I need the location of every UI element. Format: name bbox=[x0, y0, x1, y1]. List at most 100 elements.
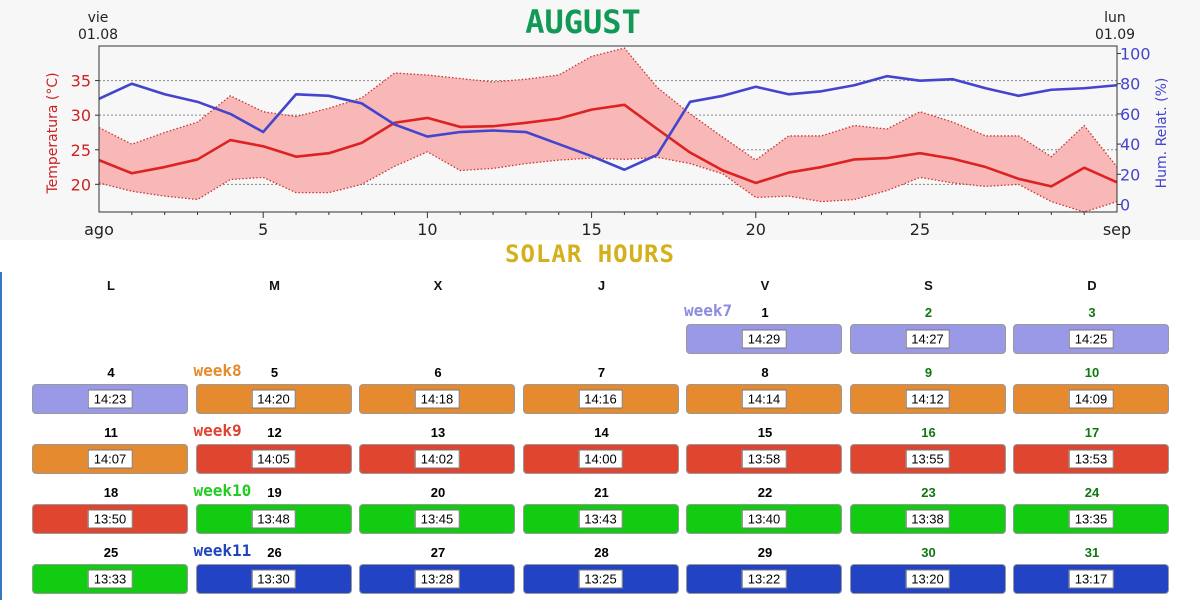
solar-hours-cell: 14:16 bbox=[522, 384, 679, 414]
solar-hours-cell: 13:33 bbox=[32, 564, 188, 594]
solar-hours-cell: 13:40 bbox=[686, 504, 842, 534]
solar-hours-value: 14:14 bbox=[741, 389, 787, 409]
day-number: 20 bbox=[430, 485, 446, 500]
temperature-max-line bbox=[98, 47, 1118, 168]
day-number: 4 bbox=[107, 365, 115, 380]
solar-hours-value: 13:25 bbox=[578, 569, 623, 589]
solar-hours-cell: 13:22 bbox=[686, 564, 842, 594]
solar-hours-value: 14:20 bbox=[251, 389, 296, 409]
solar-hours-cell: 14:14 bbox=[686, 384, 842, 414]
solar-hours-value: 14:07 bbox=[87, 449, 133, 469]
day-number: 13 bbox=[430, 425, 446, 440]
solar-hours-cell: 13:28 bbox=[359, 564, 515, 594]
weather-chart: 20 25 30 35 0 20 40 60 80 100 ago 5 10 15 20 25 sep AUGU… bbox=[45, 3, 1170, 239]
weather-chart-panel: 20 25 30 35 0 20 40 60 80 100 ago 5 10 15 20 25 sep AUGU… bbox=[0, 0, 1200, 240]
temperature-band-area bbox=[99, 48, 1117, 213]
solar-hours-cell: 14:25 bbox=[1013, 324, 1169, 354]
solar-hours-value: 13:17 bbox=[1068, 569, 1114, 589]
solar-hours-cell: 14:20 bbox=[195, 384, 352, 414]
day-number: 25 bbox=[103, 545, 119, 560]
y-axis-left-label: Temperatura (°C) bbox=[45, 72, 61, 194]
x-tick-label: 5 bbox=[258, 220, 268, 239]
day-number: 26 bbox=[267, 545, 282, 560]
day-number: 15 bbox=[757, 425, 773, 440]
day-number: 9 bbox=[924, 365, 933, 380]
x-tick-label: sep bbox=[1103, 220, 1131, 239]
day-header: X bbox=[433, 278, 443, 293]
solar-hours-title: SOLAR HOURS bbox=[505, 240, 675, 268]
right-corner-day: lun bbox=[1104, 10, 1126, 26]
solar-hours-value: 13:40 bbox=[741, 509, 787, 529]
solar-hours-cell: 14:02 bbox=[359, 444, 515, 474]
solar-hours-value: 13:43 bbox=[578, 509, 623, 529]
day-number: 8 bbox=[761, 365, 769, 380]
solar-hours-value: 13:28 bbox=[414, 569, 460, 589]
axis-ticks: 20 25 30 35 0 20 40 60 80 100 ago 5 10 15 20 25 sep bbox=[71, 45, 1151, 239]
day-number: 16 bbox=[921, 425, 936, 440]
day-header: L bbox=[107, 278, 115, 293]
y-left-tick-label: 25 bbox=[71, 141, 91, 160]
solar-hours-value: 14:02 bbox=[414, 449, 460, 469]
humidity-line bbox=[98, 74, 1118, 172]
day-number: 2 bbox=[924, 305, 933, 320]
solar-hours-value: 14:05 bbox=[251, 449, 296, 469]
week-label: week7 bbox=[684, 301, 733, 320]
day-number: 7 bbox=[597, 365, 606, 380]
solar-hours-cell: 13:35 bbox=[1013, 504, 1169, 534]
solar-hours-cell: 13:58 bbox=[686, 444, 842, 474]
solar-hours-value: 13:58 bbox=[741, 449, 787, 469]
day-number: 23 bbox=[921, 485, 936, 500]
day-number: 14 bbox=[594, 425, 609, 440]
day-number: 11 bbox=[104, 425, 118, 440]
solar-hours-cell: 13:20 bbox=[849, 564, 1006, 594]
x-tick-label: 20 bbox=[746, 220, 766, 239]
solar-hours-value: 13:48 bbox=[251, 509, 296, 529]
x-tick-label: 25 bbox=[910, 220, 930, 239]
day-header: V bbox=[760, 278, 770, 293]
solar-hours-cell: 14:05 bbox=[195, 444, 352, 474]
solar-hours-cell: 13:38 bbox=[849, 504, 1006, 534]
y-right-tick-label: 80 bbox=[1120, 75, 1140, 94]
solar-hours-value: 14:23 bbox=[87, 389, 133, 409]
solar-hours-cell: 13:53 bbox=[1013, 444, 1169, 474]
y-axis-right-label: Hum. Relat. (%) bbox=[1154, 78, 1170, 189]
right-corner-date: 01.09 bbox=[1095, 27, 1135, 43]
plot-frame bbox=[98, 45, 1118, 213]
solar-hours-value: 13:22 bbox=[741, 569, 787, 589]
solar-hours-cell: 13:55 bbox=[849, 444, 1006, 474]
day-header: D bbox=[1087, 278, 1097, 293]
chart-title: AUGUST bbox=[525, 3, 641, 41]
y-left-tick-label: 35 bbox=[71, 72, 91, 91]
y-right-tick-label: 100 bbox=[1120, 45, 1151, 64]
solar-hours-value: 13:55 bbox=[905, 449, 950, 469]
day-header: M bbox=[269, 278, 280, 293]
solar-hours-cell: 14:18 bbox=[359, 384, 515, 414]
week-label: week10 bbox=[193, 481, 252, 500]
solar-hours-cell: 14:12 bbox=[849, 384, 1006, 414]
solar-hours-cell: 13:17 bbox=[1013, 564, 1169, 594]
day-number: 5 bbox=[270, 365, 279, 380]
day-header: S bbox=[924, 278, 933, 293]
solar-hours-cell: 14:29 bbox=[686, 324, 842, 354]
solar-hours-value: 13:35 bbox=[1068, 509, 1114, 529]
day-number: 12 bbox=[267, 425, 282, 440]
day-number: 1 bbox=[761, 305, 769, 320]
day-header: J bbox=[597, 278, 606, 293]
y-left-tick-label: 20 bbox=[71, 175, 91, 194]
solar-hours-value: 14:25 bbox=[1068, 329, 1114, 349]
left-divider bbox=[0, 272, 2, 600]
week-label: week9 bbox=[193, 421, 242, 440]
solar-hours-value: 13:50 bbox=[87, 509, 133, 529]
solar-hours-cell: 14:09 bbox=[1013, 384, 1169, 414]
solar-hours-cell: 13:50 bbox=[32, 504, 188, 534]
solar-hours-value: 14:29 bbox=[741, 329, 787, 349]
solar-hours-value: 13:30 bbox=[251, 569, 296, 589]
solar-hours-cell: 14:23 bbox=[32, 384, 188, 414]
x-tick-label: 10 bbox=[417, 220, 437, 239]
left-corner-day: vie bbox=[88, 10, 109, 26]
week-label: week11 bbox=[193, 541, 252, 560]
solar-hours-value: 13:38 bbox=[905, 509, 950, 529]
solar-hours-cell: 14:27 bbox=[849, 324, 1006, 354]
series-lines bbox=[98, 74, 1118, 188]
